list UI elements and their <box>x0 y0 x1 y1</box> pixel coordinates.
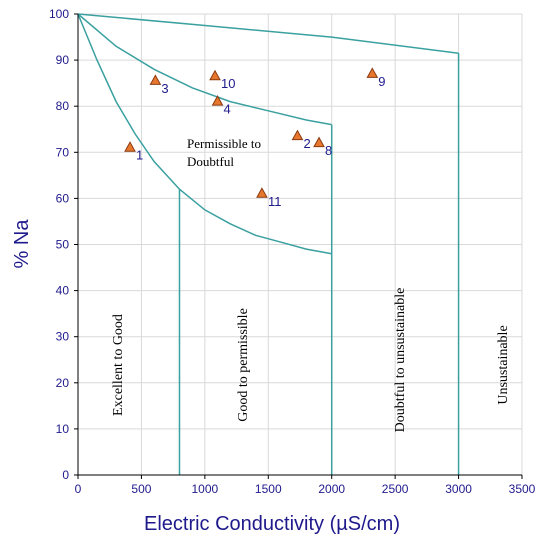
data-point-label: 11 <box>268 194 282 209</box>
data-point-marker <box>366 67 379 78</box>
data-point-marker <box>256 187 268 198</box>
data-point-marker <box>211 95 224 106</box>
boundary-layer <box>77 13 460 475</box>
region-labels: Excellent to Good Good to permissible Doub… <box>111 136 511 432</box>
data-point-label: 10 <box>221 76 235 91</box>
doubtful-boundary-curve <box>77 13 459 54</box>
y-tick-label: 20 <box>56 376 70 390</box>
x-tick-label: 3000 <box>445 482 472 496</box>
data-point-label: 4 <box>224 102 231 117</box>
x-axis-label: Electric Conductivity (µS/cm) <box>144 513 400 535</box>
data-point-label: 3 <box>161 81 168 96</box>
region-label-excellent: Excellent to Good <box>111 314 126 416</box>
data-point-marker <box>313 136 325 148</box>
data-point-label: 2 <box>303 136 310 151</box>
x-tick-label: 3500 <box>509 482 536 496</box>
region-label-good: Good to permissible <box>236 308 251 422</box>
axis-layer: 0 500 1000 1500 2000 2500 3000 3500 0 10 20 30 40 50 6… <box>49 7 536 496</box>
y-tick-label: 10 <box>56 422 70 436</box>
data-point-marker <box>291 129 304 141</box>
y-axis-label: % Na <box>11 219 33 269</box>
x-tick-label: 1500 <box>255 482 282 496</box>
excellent-boundary-curve <box>77 13 332 255</box>
data-point-label: 9 <box>378 74 385 89</box>
y-tick-label: 90 <box>56 53 70 67</box>
y-tick-label: 40 <box>56 284 70 298</box>
x-tick-label: 2000 <box>318 482 345 496</box>
region-label-doubtful: Doubtful to unsustainable <box>393 288 408 433</box>
y-tick-label: 100 <box>49 7 69 21</box>
data-point-marker <box>149 74 162 85</box>
data-point-label: 8 <box>325 143 332 158</box>
y-tick-label: 0 <box>62 468 69 482</box>
data-point-marker <box>124 141 136 152</box>
data-point-marker <box>209 69 221 81</box>
y-tick-label: 50 <box>56 238 70 252</box>
grid-layer <box>77 13 523 476</box>
x-tick-label: 1000 <box>192 482 219 496</box>
y-tick-label: 60 <box>56 191 70 205</box>
permissible-boundary-curve <box>77 13 332 126</box>
region-label-permissible: Permissible to <box>187 136 261 151</box>
data-point-label: 1 <box>136 148 143 163</box>
y-tick-label: 70 <box>56 145 70 159</box>
y-tick-label: 30 <box>56 330 70 344</box>
x-tick-label: 500 <box>131 482 151 496</box>
data-points: 1 2 3 4 8 9 10 11 <box>124 67 386 209</box>
region-label-unsustainable: Unsustainable <box>496 325 511 404</box>
y-tick-label: 80 <box>56 99 70 113</box>
x-tick-label: 2500 <box>382 482 409 496</box>
x-tick-label: 0 <box>75 482 82 496</box>
region-label-permissible-line2: Doubtful <box>187 154 234 169</box>
